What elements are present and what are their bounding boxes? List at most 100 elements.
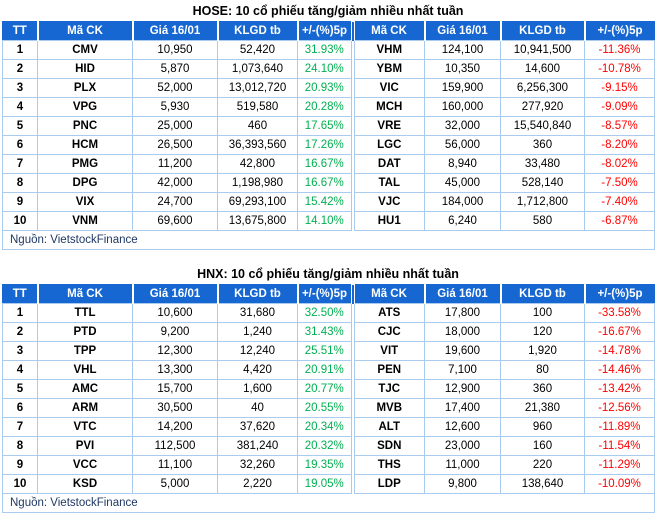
hose-table-section: HOSE: 10 cổ phiếu tăng/giảm nhiều nhất t… <box>2 2 655 250</box>
gainer-price-cell: 12,300 <box>132 341 218 361</box>
loser-code-cell: HU1 <box>350 211 425 231</box>
gainer-volume-cell: 12,240 <box>217 341 298 361</box>
header-loser-price: Giá 16/01 <box>423 284 501 304</box>
gainer-change-cell: 19.05% <box>297 474 353 494</box>
gainer-change-cell: 24.10% <box>297 59 353 79</box>
loser-price-cell: 17,400 <box>424 398 501 418</box>
rank-cell: 7 <box>2 417 38 437</box>
gainer-code-cell: VPG <box>37 97 133 117</box>
rank-cell: 5 <box>2 116 38 136</box>
gainer-code-cell: VIX <box>37 192 133 212</box>
loser-volume-cell: 21,380 <box>500 398 585 418</box>
loser-code-cell: VIT <box>350 341 425 361</box>
gainer-price-cell: 5,870 <box>132 59 218 79</box>
gainer-volume-cell: 1,198,980 <box>217 173 298 193</box>
gainer-volume-cell: 42,800 <box>217 154 298 174</box>
loser-change-cell: -8.20% <box>584 135 655 155</box>
gainer-volume-cell: 4,420 <box>217 360 298 380</box>
loser-price-cell: 8,940 <box>424 154 501 174</box>
gainer-change-cell: 25.51% <box>297 341 353 361</box>
loser-volume-cell: 1,920 <box>500 341 585 361</box>
loser-volume-cell: 33,480 <box>500 154 585 174</box>
header-loser-price: Giá 16/01 <box>423 21 501 41</box>
loser-change-cell: -12.56% <box>584 398 655 418</box>
gainer-volume-cell: 31,680 <box>217 303 298 323</box>
table-row: 1 TTL 10,600 31,680 32.50% ATS 17,800 100 -33.58… <box>2 303 655 323</box>
gainer-price-cell: 30,500 <box>132 398 218 418</box>
gainer-change-cell: 16.67% <box>297 173 353 193</box>
loser-change-cell: -14.78% <box>584 341 655 361</box>
loser-change-cell: -9.09% <box>584 97 655 117</box>
loser-price-cell: 12,600 <box>424 417 501 437</box>
header-gainer-change: +/-(%)5p <box>296 21 353 41</box>
rank-cell: 9 <box>2 455 38 475</box>
header-rank: TT <box>2 21 38 41</box>
loser-code-cell: THS <box>350 455 425 475</box>
header-loser-change: +/-(%)5p <box>583 284 655 304</box>
gainer-price-cell: 11,100 <box>132 455 218 475</box>
gainer-volume-cell: 13,012,720 <box>217 78 298 98</box>
loser-change-cell: -33.58% <box>584 303 655 323</box>
gainer-change-cell: 20.77% <box>297 379 353 399</box>
gainer-code-cell: TTL <box>37 303 133 323</box>
rank-cell: 8 <box>2 173 38 193</box>
loser-price-cell: 10,350 <box>424 59 501 79</box>
loser-price-cell: 18,000 <box>424 322 501 342</box>
gainer-price-cell: 52,000 <box>132 78 218 98</box>
gainer-price-cell: 10,600 <box>132 303 218 323</box>
gainer-change-cell: 31.43% <box>297 322 353 342</box>
source-label: Nguồn: VietstockFinance <box>2 493 655 513</box>
loser-volume-cell: 580 <box>500 211 585 231</box>
gainer-change-cell: 20.34% <box>297 417 353 437</box>
gainer-volume-cell: 52,420 <box>217 40 298 60</box>
header-loser-volume: KLGD tb <box>499 21 585 41</box>
rank-cell: 9 <box>2 192 38 212</box>
gainer-volume-cell: 1,073,640 <box>217 59 298 79</box>
loser-volume-cell: 360 <box>500 379 585 399</box>
gainer-price-cell: 15,700 <box>132 379 218 399</box>
gainer-code-cell: VHL <box>37 360 133 380</box>
table-row: 9 VIX 24,700 69,293,100 15.42% VJC 184,000 1,71… <box>2 192 655 212</box>
table-row: 2 PTD 9,200 1,240 31.43% CJC 18,000 120 -16.67% <box>2 322 655 342</box>
gainer-code-cell: VCC <box>37 455 133 475</box>
gainer-volume-cell: 36,393,560 <box>217 135 298 155</box>
hnx-table-section: HNX: 10 cổ phiếu tăng/giảm nhiều nhất tu… <box>2 265 655 513</box>
table-row: 7 VTC 14,200 37,620 20.34% ALT 12,600 960 -11.89… <box>2 417 655 437</box>
gainer-change-cell: 20.32% <box>297 436 353 456</box>
gainer-code-cell: KSD <box>37 474 133 494</box>
header-row: TT Mã CK Giá 16/01 KLGD tb +/-(%)5p Mã C… <box>2 284 655 304</box>
loser-code-cell: ALT <box>350 417 425 437</box>
loser-price-cell: 184,000 <box>424 192 501 212</box>
loser-volume-cell: 100 <box>500 303 585 323</box>
header-gainer-change: +/-(%)5p <box>296 284 353 304</box>
loser-volume-cell: 220 <box>500 455 585 475</box>
table-row: 8 PVI 112,500 381,240 20.32% SDN 23,000 160 -11.… <box>2 436 655 456</box>
loser-code-cell: ATS <box>350 303 425 323</box>
header-loser-code: Mã CK <box>350 21 425 41</box>
loser-price-cell: 45,000 <box>424 173 501 193</box>
gainer-price-cell: 5,930 <box>132 97 218 117</box>
loser-change-cell: -14.46% <box>584 360 655 380</box>
gainer-code-cell: PMG <box>37 154 133 174</box>
loser-code-cell: VRE <box>350 116 425 136</box>
loser-volume-cell: 6,256,300 <box>500 78 585 98</box>
rank-cell: 3 <box>2 78 38 98</box>
loser-volume-cell: 10,941,500 <box>500 40 585 60</box>
loser-volume-cell: 160 <box>500 436 585 456</box>
table-row: 6 HCM 26,500 36,393,560 17.26% LGC 56,000 360 -8… <box>2 135 655 155</box>
loser-change-cell: -10.09% <box>584 474 655 494</box>
loser-price-cell: 56,000 <box>424 135 501 155</box>
rank-cell: 6 <box>2 398 38 418</box>
loser-code-cell: LGC <box>350 135 425 155</box>
gainer-change-cell: 20.55% <box>297 398 353 418</box>
source-row: Nguồn: VietstockFinance <box>2 230 655 250</box>
loser-price-cell: 23,000 <box>424 436 501 456</box>
loser-change-cell: -11.54% <box>584 436 655 456</box>
rank-cell: 1 <box>2 303 38 323</box>
gainer-price-cell: 11,200 <box>132 154 218 174</box>
gainer-change-cell: 17.65% <box>297 116 353 136</box>
loser-volume-cell: 120 <box>500 322 585 342</box>
loser-volume-cell: 15,540,840 <box>500 116 585 136</box>
loser-change-cell: -11.36% <box>584 40 655 60</box>
loser-code-cell: SDN <box>350 436 425 456</box>
